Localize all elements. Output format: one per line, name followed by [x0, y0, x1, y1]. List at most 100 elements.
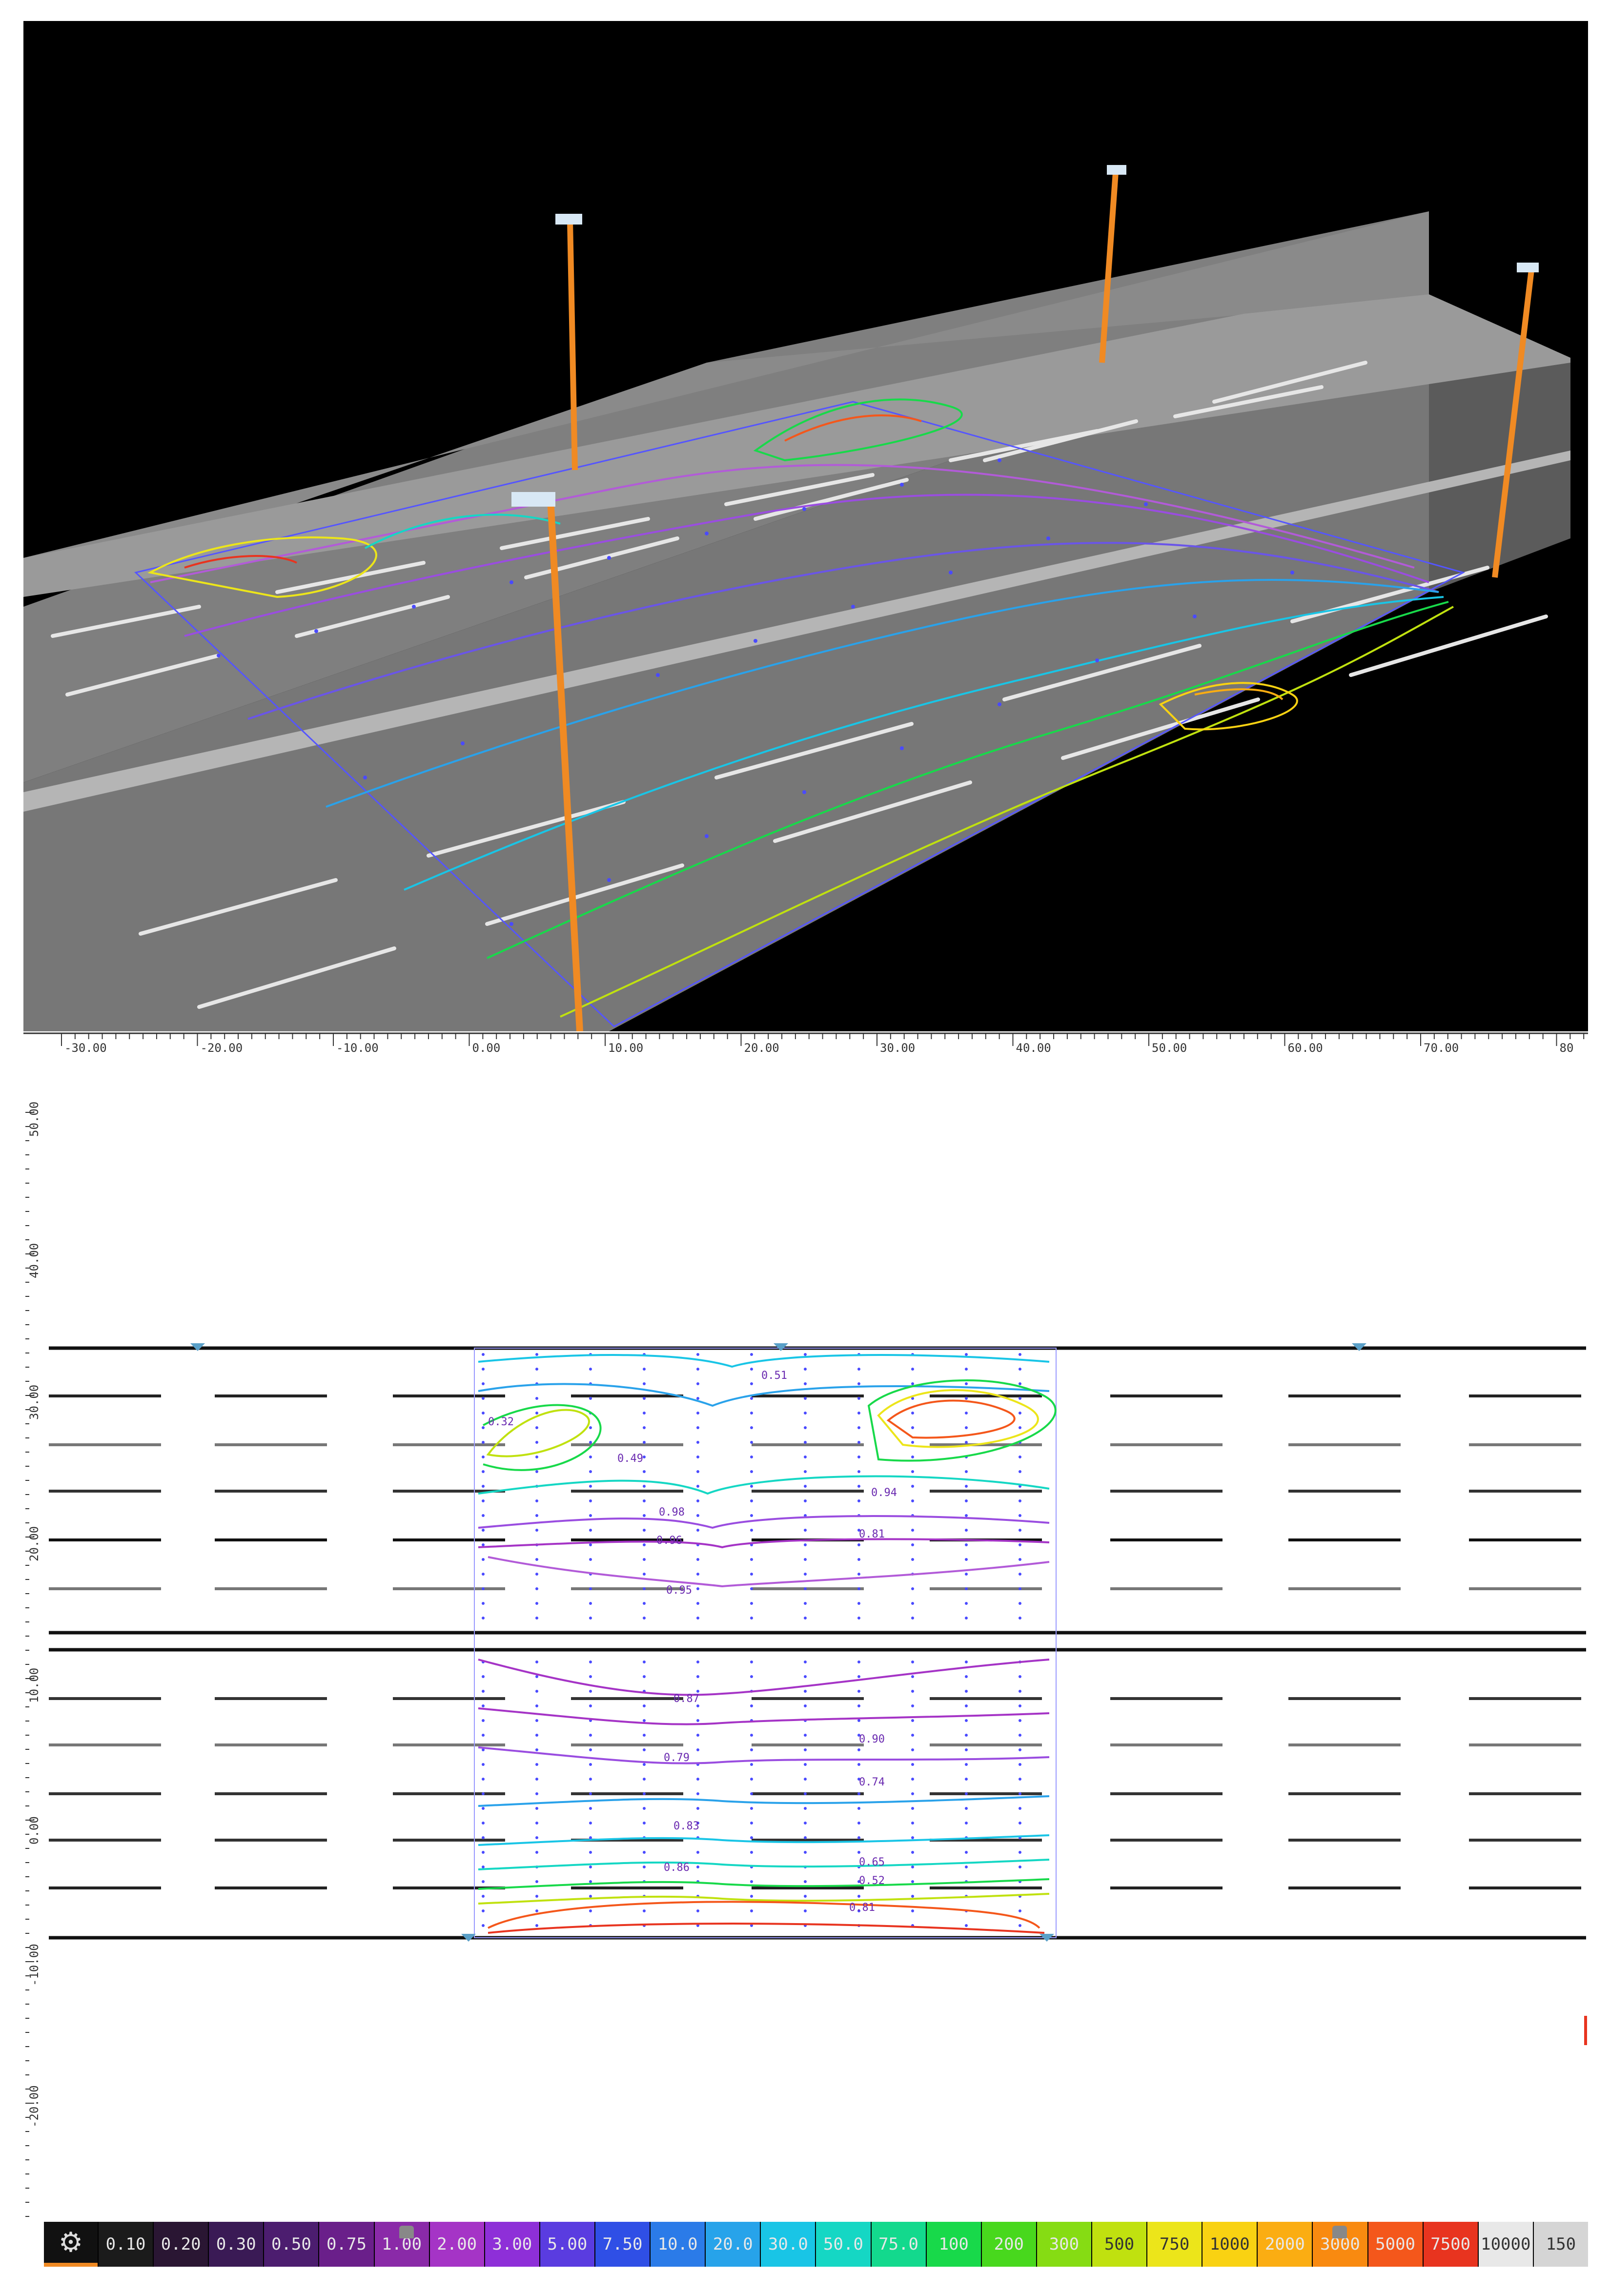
calc-point	[911, 1412, 914, 1414]
calc-point	[482, 1792, 485, 1795]
calc-point	[589, 1866, 592, 1868]
calc-point	[1019, 1456, 1021, 1458]
vertical-ruler[interactable]: 50.00 40.00 30.00 20.00 10.00 0.00 -10.00 -20.0…	[23, 1064, 56, 2220]
calc-point	[911, 1426, 914, 1429]
calc-point	[696, 1353, 699, 1356]
calc-point	[857, 1441, 860, 1444]
calc-point	[589, 1602, 592, 1605]
calc-point	[482, 1368, 485, 1371]
calc-point	[750, 1485, 753, 1488]
calc-point	[804, 1456, 807, 1458]
calc-point	[589, 1456, 592, 1458]
ruler-v-label: 40.00	[27, 1243, 41, 1278]
calc-point	[535, 1587, 538, 1590]
road-surface-near	[23, 294, 1429, 1031]
calc-point	[804, 1470, 807, 1473]
calc-point	[589, 1617, 592, 1620]
calc-point	[857, 1734, 860, 1737]
calc-point	[535, 1719, 538, 1722]
calc-point	[643, 1441, 646, 1444]
calc-point	[482, 1807, 485, 1810]
gear-icon[interactable]: ⚙	[44, 2222, 98, 2267]
calc-point	[643, 1763, 646, 1766]
light-pole-4[interactable]	[511, 492, 583, 1031]
calc-point	[643, 1734, 646, 1737]
plan-isolines	[478, 1354, 1057, 1588]
legend-swatch: 300	[1036, 2222, 1091, 2267]
calc-point	[965, 1441, 968, 1444]
light-pole-3[interactable]	[1492, 263, 1539, 578]
calc-point	[643, 1485, 646, 1488]
calc-point	[804, 1822, 807, 1824]
calc-point	[643, 1851, 646, 1854]
light-pole-1[interactable]	[555, 214, 582, 471]
calc-point	[696, 1851, 699, 1854]
legend-swatch: 1000	[1202, 2222, 1257, 2267]
calc-point	[804, 1499, 807, 1502]
calc-point	[535, 1851, 538, 1854]
calc-point	[589, 1690, 592, 1693]
calc-points	[217, 458, 1294, 926]
light-pole-2[interactable]	[1099, 165, 1126, 363]
calc-point	[804, 1485, 807, 1488]
isoline-value-label: 0.98	[659, 1506, 685, 1518]
ruler-v-label: -20.00	[27, 2085, 41, 2128]
calc-point	[535, 1807, 538, 1810]
color-scale-legend[interactable]: ⚙ 0.10 0.20 0.30 0.50 0.75 1.00 2.00 3.00 5.00 7.…	[44, 2222, 1588, 2267]
calc-point	[911, 1660, 914, 1663]
calc-point	[696, 1470, 699, 1473]
calc-point	[589, 1807, 592, 1810]
calc-point	[482, 1675, 485, 1678]
calc-point	[643, 1470, 646, 1473]
calc-point	[1019, 1734, 1021, 1737]
calc-point	[857, 1851, 860, 1854]
calc-point	[857, 1573, 860, 1576]
legend-swatch: 50.0	[815, 2222, 871, 2267]
calc-point	[643, 1719, 646, 1722]
calc-point	[1019, 1807, 1021, 1810]
calc-point	[804, 1602, 807, 1605]
calc-point	[535, 1573, 538, 1576]
calc-point	[482, 1587, 485, 1590]
calc-point	[482, 1573, 485, 1576]
calc-point	[911, 1617, 914, 1620]
calc-point	[643, 1748, 646, 1751]
calc-point	[1019, 1763, 1021, 1766]
3d-viewport[interactable]	[23, 21, 1588, 1031]
3d-scene[interactable]	[23, 21, 1588, 1031]
calc-point	[750, 1353, 753, 1356]
calc-point	[696, 1909, 699, 1912]
legend-swatch: 30.0	[760, 2222, 815, 2267]
calc-point	[750, 1382, 753, 1385]
ruler-h-label: 0.00	[472, 1041, 501, 1055]
calc-point	[535, 1456, 538, 1458]
scale-slider-max[interactable]	[1332, 2226, 1347, 2238]
calc-point	[857, 1909, 860, 1912]
calc-point	[750, 1426, 753, 1429]
calc-point	[857, 1704, 860, 1707]
calc-point	[589, 1763, 592, 1766]
legend-swatch: 10000	[1477, 2222, 1533, 2267]
calc-point	[482, 1734, 485, 1737]
calc-point	[857, 1470, 860, 1473]
calc-point	[750, 1660, 753, 1663]
calc-point	[857, 1602, 860, 1605]
isoline-value-label: 0.81	[859, 1528, 885, 1540]
calc-point	[696, 1719, 699, 1722]
scale-slider-min[interactable]	[399, 2226, 414, 2238]
legend-swatch: 200	[980, 2222, 1036, 2267]
calc-point	[750, 1397, 753, 1400]
calc-point	[750, 1587, 753, 1590]
calc-point	[482, 1529, 485, 1532]
ruler-h-label: 70.00	[1424, 1041, 1459, 1055]
calc-point	[696, 1368, 699, 1371]
calc-point	[857, 1587, 860, 1590]
calc-point	[965, 1587, 968, 1590]
pole-markers[interactable]	[190, 1343, 1366, 1942]
isoline-value-label: 0.95	[666, 1584, 692, 1597]
horizontal-ruler[interactable]: -30.00 -20.00 -10.00 0.00 10.00 20.00 30.00 40.…	[23, 1031, 1588, 1064]
calc-point	[804, 1573, 807, 1576]
calc-point	[643, 1807, 646, 1810]
calc-point	[965, 1675, 968, 1678]
